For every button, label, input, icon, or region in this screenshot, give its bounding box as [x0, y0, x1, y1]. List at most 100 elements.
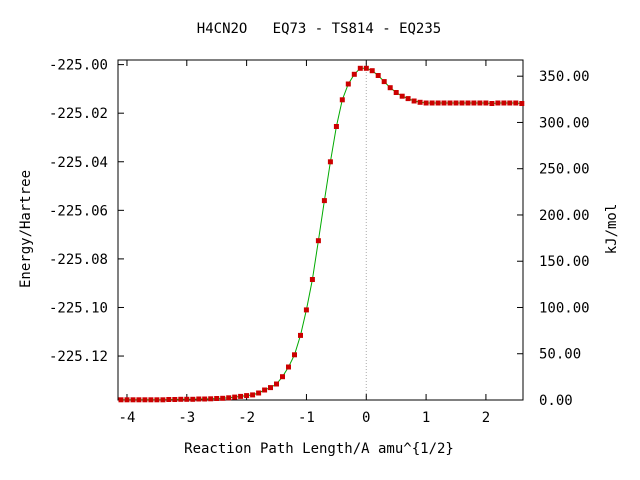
data-point	[393, 90, 399, 95]
y2-tick-label: 0.00	[539, 393, 573, 409]
y2-tick-label: 350.00	[539, 69, 590, 85]
data-point	[256, 390, 262, 396]
data-point	[417, 99, 423, 105]
data-point	[154, 397, 160, 403]
data-point	[495, 100, 501, 106]
data-point	[184, 396, 190, 402]
data-point	[399, 93, 405, 99]
data-point	[459, 100, 465, 106]
x-tick-label: -4	[119, 410, 136, 426]
x-tick-label: -3	[178, 410, 195, 426]
data-point	[309, 277, 315, 282]
data-point	[298, 332, 303, 338]
data-point	[280, 374, 285, 380]
data-point	[172, 397, 178, 402]
data-point	[232, 394, 238, 400]
data-point	[405, 96, 411, 102]
data-point	[369, 68, 375, 74]
data-point	[501, 100, 507, 106]
y-tick-label: -225.10	[49, 300, 108, 316]
axes-layer: -4 -3 -2 -1 0 1 2 -225.00 -225.02 -225.04 -225.06 -…	[49, 58, 590, 426]
data-point	[375, 73, 381, 78]
data-point	[214, 396, 220, 401]
x-tick-label: 1	[422, 410, 430, 426]
x-axis-label: Reaction Path Length/A amu^{1/2}	[184, 441, 454, 457]
data-point	[327, 159, 333, 165]
data-point	[423, 100, 429, 106]
data-point	[477, 100, 483, 106]
data-point	[196, 396, 202, 402]
data-point	[250, 392, 256, 398]
data-point	[315, 238, 321, 244]
data-point	[148, 397, 154, 403]
series-layer	[121, 67, 522, 401]
data-point	[483, 100, 489, 106]
y-tick-label: -225.04	[49, 155, 108, 171]
data-point	[303, 307, 309, 313]
data-point	[124, 397, 130, 403]
series-line	[121, 67, 522, 401]
data-point	[142, 397, 148, 403]
data-point	[118, 397, 124, 403]
data-point	[178, 396, 184, 402]
data-point	[507, 100, 513, 106]
data-point	[208, 396, 214, 402]
x-tick-label: -1	[298, 410, 315, 426]
data-point	[339, 97, 345, 103]
y2-axis-label: kJ/mol	[604, 204, 620, 255]
x-tick-label: -2	[238, 410, 255, 426]
data-point	[333, 124, 339, 129]
y2-tick-label: 150.00	[539, 254, 590, 270]
y-tick-label: -225.06	[49, 203, 108, 219]
y2-tick-label: 300.00	[539, 115, 590, 131]
data-point	[489, 101, 495, 106]
data-point	[136, 397, 142, 403]
y-tick-label: -225.00	[49, 58, 108, 74]
y-tick-label: -225.02	[49, 106, 108, 122]
data-point	[226, 395, 232, 401]
data-point	[220, 395, 226, 401]
data-point	[321, 198, 327, 204]
y2-tick-label: 250.00	[539, 162, 590, 178]
data-point	[411, 98, 417, 104]
data-point	[429, 100, 435, 106]
data-point	[130, 397, 136, 403]
chart-title: H4CN2O EQ73 - TS814 - EQ235	[197, 21, 441, 37]
data-point	[160, 397, 166, 403]
x-tick-label: 0	[362, 410, 370, 426]
data-point	[363, 65, 369, 71]
data-point	[465, 100, 471, 106]
data-point	[471, 100, 477, 106]
data-point	[351, 71, 357, 77]
data-point	[519, 101, 525, 106]
data-point	[387, 85, 393, 91]
y2-tick-label: 200.00	[539, 208, 590, 224]
data-point	[238, 393, 244, 399]
data-point	[286, 364, 291, 370]
data-point	[262, 387, 268, 393]
data-point	[244, 393, 250, 399]
data-point	[513, 100, 519, 106]
data-point	[202, 396, 208, 402]
plot-frame	[117, 59, 524, 401]
y-tick-label: -225.12	[49, 349, 108, 365]
y2-tick-label: 100.00	[539, 300, 590, 316]
data-point	[441, 100, 447, 106]
data-point	[190, 396, 196, 402]
data-point	[268, 385, 273, 391]
marker-layer	[118, 65, 525, 403]
data-point	[274, 381, 279, 387]
data-point	[345, 81, 351, 87]
data-point	[435, 100, 441, 106]
y2-tick-label: 50.00	[539, 347, 581, 363]
data-point	[447, 100, 453, 106]
data-point	[292, 352, 297, 358]
x-tick-label: 2	[482, 410, 490, 426]
y-axis-label: Energy/Hartree	[18, 170, 34, 288]
data-point	[453, 100, 459, 106]
data-point	[166, 397, 172, 402]
y-tick-label: -225.08	[49, 252, 108, 268]
data-point	[357, 65, 363, 71]
